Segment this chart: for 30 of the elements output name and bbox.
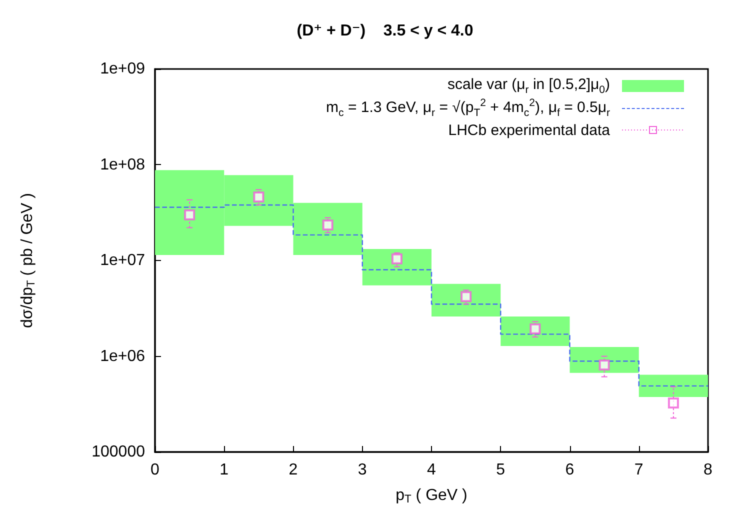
x-tick-label: 3 bbox=[358, 462, 367, 478]
x-tick-label: 7 bbox=[634, 462, 644, 478]
bar bbox=[570, 346, 639, 373]
bar bbox=[638, 374, 708, 398]
x-tick-label: 1 bbox=[220, 462, 229, 478]
point bbox=[598, 360, 610, 371]
x-tick-label: 0 bbox=[150, 462, 160, 478]
point bbox=[322, 219, 334, 230]
y-tick-label: 1e+08 bbox=[100, 156, 146, 174]
x-tick-label: 8 bbox=[704, 462, 713, 478]
x-tick-label: 5 bbox=[496, 462, 506, 478]
point bbox=[460, 291, 472, 302]
point bbox=[530, 323, 541, 334]
x-tick-label: 2 bbox=[288, 462, 298, 478]
text: m$_{c}$ = 1.3 GeV, μ$_{r}$ = √(p$_{T}$$^{2}$ + 4m$_{c}$$^{2}$), μ$_{f}$ = 0.5μ$_{r}$ bbox=[326, 97, 610, 119]
point bbox=[391, 253, 402, 264]
x-tick-label: 4 bbox=[427, 462, 436, 478]
chart-title: (D⁺ + D⁻) 3.5 < y < 4.0 bbox=[296, 22, 474, 40]
y-axis-title: dσ/dpT ( pb / GeV ) bbox=[19, 193, 38, 328]
x-tick-label: 6 bbox=[565, 462, 574, 478]
point bbox=[668, 397, 679, 408]
y-tick-label: 100000 bbox=[92, 444, 146, 460]
bar bbox=[500, 316, 570, 346]
y-tick-label: 1e+07 bbox=[100, 252, 146, 269]
y-tick-label: 1e+09 bbox=[100, 60, 146, 78]
legend-label: LHCb experimental data bbox=[448, 122, 610, 138]
y-tick-label: 1e+06 bbox=[100, 348, 146, 365]
legend-label: scale var (μ$_{r}$ in [0.5,2]μ$_{0}$) bbox=[447, 76, 610, 96]
point bbox=[184, 209, 196, 220]
point bbox=[253, 192, 264, 203]
